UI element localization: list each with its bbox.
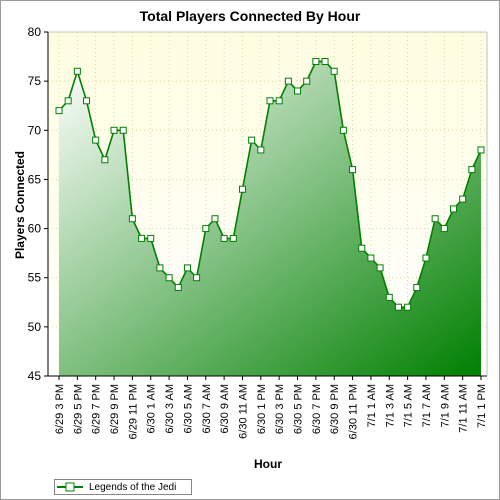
x-tick-label: 6/29 3 PM — [54, 384, 66, 434]
data-point — [468, 166, 476, 174]
y-tick-label: 70 — [28, 123, 42, 137]
data-point — [193, 274, 201, 282]
x-tick-label: 6/30 3 PM — [274, 384, 286, 434]
x-tick-label: 6/30 1 PM — [256, 384, 268, 434]
data-point — [73, 67, 81, 75]
data-point — [321, 57, 329, 65]
series-markers — [55, 57, 485, 311]
x-tick-label: 7/1 9 AM — [439, 384, 451, 427]
data-point — [312, 57, 320, 65]
data-point — [440, 225, 448, 233]
data-point — [459, 195, 467, 203]
data-point — [422, 254, 430, 262]
data-point — [248, 136, 256, 144]
y-tick-label: 50 — [28, 320, 42, 334]
legend-swatch — [57, 482, 83, 492]
x-tick-label: 6/29 11 PM — [127, 384, 139, 439]
data-point — [303, 77, 311, 85]
x-tick-label: 7/1 1 PM — [476, 384, 488, 428]
x-tick-label: 6/29 7 PM — [91, 384, 103, 434]
data-point — [349, 166, 357, 174]
x-tick-label: 7/1 3 AM — [384, 384, 396, 427]
data-point — [404, 303, 412, 311]
x-tick-label: 7/1 7 AM — [421, 384, 433, 427]
y-tick-label: 75 — [28, 74, 42, 88]
data-point — [156, 264, 164, 272]
x-tick-label: 6/30 7 PM — [311, 384, 323, 434]
data-point — [413, 284, 421, 292]
data-point — [431, 215, 439, 223]
data-point — [55, 107, 63, 115]
data-point — [449, 205, 457, 213]
x-tick-label: 7/1 11 AM — [458, 384, 470, 433]
y-tick-label: 65 — [28, 172, 42, 186]
x-tick-label: 6/30 11 PM — [348, 384, 360, 439]
x-tick-label: 6/30 9 AM — [219, 384, 231, 434]
x-tick-label: 6/30 11 AM — [237, 384, 249, 439]
data-point — [83, 97, 91, 105]
data-point — [394, 303, 402, 311]
data-point — [238, 185, 246, 193]
data-point — [294, 87, 302, 95]
data-point — [202, 225, 210, 233]
y-tick-labels: 45 50 55 60 65 70 75 80 — [28, 25, 42, 383]
data-point — [367, 254, 375, 262]
data-point — [339, 126, 347, 134]
data-point — [101, 156, 109, 164]
data-point — [257, 146, 265, 154]
data-point — [284, 77, 292, 85]
data-point — [119, 126, 127, 134]
data-point — [266, 97, 274, 105]
y-tick-label: 60 — [28, 222, 42, 236]
data-point — [128, 215, 136, 223]
x-tick-label: 6/30 3 AM — [164, 384, 176, 434]
x-axis-label: Hour — [254, 457, 282, 471]
data-point — [211, 215, 219, 223]
x-tick-labels: 6/29 3 PM 6/29 5 PM 6/29 7 PM 6/29 9 PM 6/29… — [54, 384, 488, 439]
data-point — [477, 146, 485, 154]
y-tick-label: 80 — [28, 25, 42, 39]
data-point — [110, 126, 118, 134]
data-point — [64, 97, 72, 105]
data-point — [275, 97, 283, 105]
x-tick-label: 6/30 5 AM — [182, 384, 194, 434]
series-area — [59, 61, 481, 376]
data-point — [376, 264, 384, 272]
y-tick-label: 45 — [28, 369, 42, 383]
data-point — [385, 293, 393, 301]
x-tick-label: 6/30 9 PM — [329, 384, 341, 434]
x-tick-label: 7/1 5 AM — [403, 384, 415, 427]
data-point — [229, 234, 237, 242]
legend-label: Legends of the Jedi — [89, 481, 177, 493]
x-tick-label: 7/1 1 AM — [366, 384, 378, 427]
x-tick-label: 6/30 7 AM — [201, 384, 213, 434]
data-point — [174, 284, 182, 292]
x-tick-label: 6/29 5 PM — [72, 384, 84, 434]
legend: Legends of the Jedi — [54, 479, 192, 495]
y-tick-label: 55 — [28, 271, 42, 285]
x-tick-label: 6/30 5 PM — [293, 384, 305, 434]
data-point — [138, 234, 146, 242]
data-point — [220, 234, 228, 242]
x-tick-label: 6/29 9 PM — [109, 384, 121, 434]
data-point — [358, 244, 366, 252]
data-point — [165, 274, 173, 282]
chart-title: Total Players Connected By Hour — [139, 8, 361, 24]
data-point — [147, 234, 155, 242]
axes — [44, 31, 488, 380]
data-point — [330, 67, 338, 75]
x-tick-label: 6/30 1 AM — [146, 384, 158, 434]
data-point — [92, 136, 100, 144]
data-point — [183, 264, 191, 272]
